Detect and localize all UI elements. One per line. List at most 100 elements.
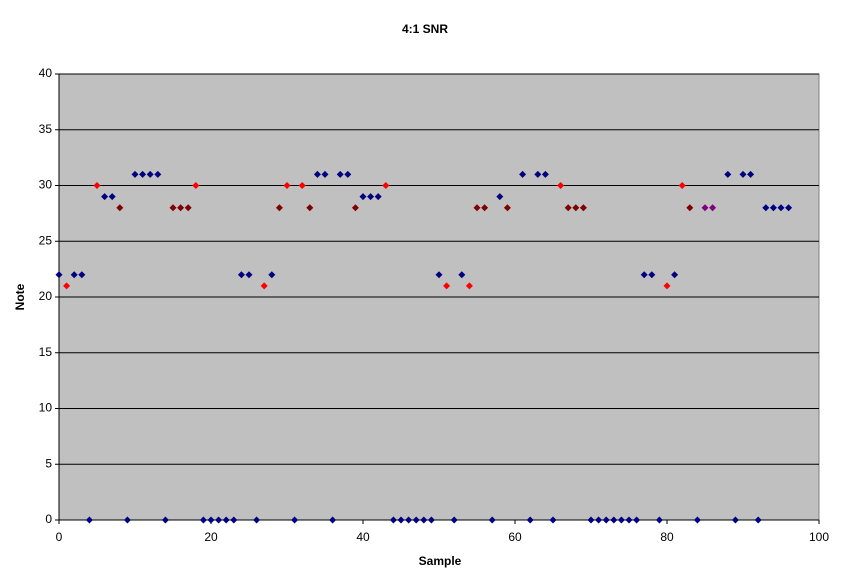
- point: [709, 204, 717, 212]
- point: [519, 170, 527, 178]
- point: [139, 170, 147, 178]
- point: [731, 516, 739, 524]
- point: [169, 204, 177, 212]
- point: [541, 170, 549, 178]
- point: [427, 516, 435, 524]
- point: [351, 204, 359, 212]
- point: [192, 182, 200, 189]
- point: [268, 271, 276, 279]
- point: [450, 516, 458, 524]
- point: [595, 516, 603, 524]
- point: [724, 170, 732, 178]
- point: [70, 271, 78, 279]
- point: [146, 170, 154, 178]
- point: [329, 516, 337, 524]
- point: [420, 516, 428, 524]
- point: [230, 516, 238, 524]
- point: [237, 271, 245, 279]
- point: [458, 271, 466, 279]
- x-tick-label: 60: [508, 530, 522, 544]
- y-axis-label: Note: [13, 283, 27, 310]
- point: [374, 193, 382, 201]
- point: [344, 170, 352, 178]
- point: [579, 204, 587, 212]
- point: [359, 193, 367, 201]
- point: [701, 204, 709, 212]
- point: [405, 516, 413, 524]
- point: [123, 516, 131, 524]
- point: [526, 516, 534, 524]
- point: [313, 170, 321, 178]
- point: [275, 204, 283, 212]
- point: [617, 516, 625, 524]
- y-tick-label: 5: [45, 456, 52, 470]
- y-tick-label: 0: [45, 512, 52, 526]
- point: [101, 193, 109, 201]
- point: [503, 204, 511, 212]
- point: [443, 282, 451, 290]
- point: [693, 516, 701, 524]
- point: [610, 516, 618, 524]
- point: [336, 170, 344, 178]
- x-tick-label: 100: [809, 530, 829, 544]
- point: [739, 170, 747, 178]
- point: [747, 170, 755, 178]
- point: [253, 516, 261, 524]
- point: [389, 516, 397, 524]
- chart-title: 4:1 SNR: [402, 22, 448, 36]
- point: [465, 282, 473, 290]
- point: [633, 516, 641, 524]
- point: [367, 193, 375, 201]
- point: [777, 204, 785, 212]
- x-tick-label: 20: [204, 530, 218, 544]
- point: [222, 516, 230, 524]
- point: [564, 204, 572, 212]
- point: [93, 182, 101, 189]
- point: [116, 204, 124, 212]
- point: [754, 516, 762, 524]
- point: [63, 282, 71, 290]
- x-axis-label: Sample: [419, 554, 462, 568]
- y-tick-label: 40: [39, 66, 53, 80]
- point: [663, 282, 671, 290]
- point: [496, 193, 504, 201]
- point: [397, 516, 405, 524]
- point: [785, 204, 793, 212]
- y-tick-label: 25: [39, 233, 53, 247]
- point: [534, 170, 542, 178]
- y-tick-label: 15: [39, 345, 53, 359]
- point: [488, 516, 496, 524]
- point: [557, 182, 565, 189]
- point: [762, 204, 770, 212]
- point: [602, 516, 610, 524]
- point: [306, 204, 314, 212]
- x-tick-label: 80: [660, 530, 674, 544]
- point: [481, 204, 489, 212]
- point: [177, 204, 185, 212]
- point: [199, 516, 207, 524]
- point: [85, 516, 93, 524]
- x-tick-label: 0: [56, 530, 63, 544]
- point: [283, 182, 291, 189]
- x-tick-label: 40: [356, 530, 370, 544]
- point: [298, 182, 306, 189]
- point: [260, 282, 268, 290]
- point: [412, 516, 420, 524]
- point: [769, 204, 777, 212]
- y-tick-label: 30: [39, 178, 53, 192]
- point: [686, 204, 694, 212]
- point: [55, 271, 63, 279]
- point: [78, 271, 86, 279]
- point: [245, 271, 253, 279]
- point: [321, 170, 329, 178]
- point: [648, 271, 656, 279]
- point: [572, 204, 580, 212]
- point: [671, 271, 679, 279]
- point: [640, 271, 648, 279]
- point: [215, 516, 223, 524]
- point: [161, 516, 169, 524]
- point: [291, 516, 299, 524]
- point: [587, 516, 595, 524]
- point: [108, 193, 116, 201]
